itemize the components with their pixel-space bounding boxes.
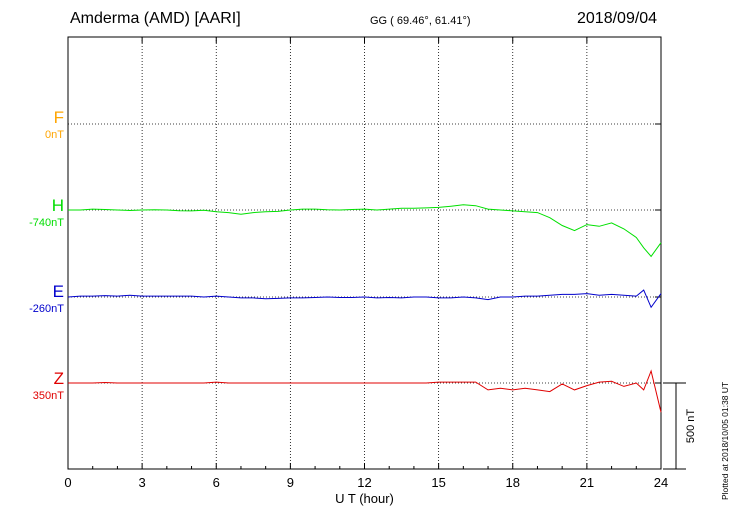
x-tick-label: 15 [431,475,445,490]
component-name: F [53,108,64,127]
scale-bar-label: 500 nT [685,409,697,444]
component-name: Z [53,369,64,388]
series-line-H [68,204,662,258]
station-title: Amderma (AMD) [AARI] [70,10,241,27]
x-tick-label: 3 [139,475,146,490]
x-tick-label: 0 [64,475,71,490]
x-tick-label: 6 [213,475,220,490]
plotted-timestamp: Plotted at 2018/10/05 01:38 UT [720,381,730,500]
component-name: E [52,282,64,301]
series-line-Z [68,369,662,413]
component-offset: 0nT [45,129,64,141]
plot-date: 2018/09/04 [577,10,658,27]
component-name: H [51,196,64,215]
component-offset: -740nT [29,217,64,229]
x-axis-label: U T (hour) [335,491,394,506]
x-tick-label: 18 [506,475,520,490]
x-tick-label: 21 [580,475,594,490]
x-tick-label: 12 [357,475,371,490]
component-offset: -260nT [29,303,64,315]
component-offset: 350nT [32,390,64,402]
x-tick-label: 9 [287,475,294,490]
series-line-E [67,289,662,309]
x-tick-label: 24 [654,475,668,490]
geographic-coords: GG ( 69.46°, 61.41°) [370,15,471,27]
component-label-H: H -740nT [8,196,64,229]
component-label-Z: Z 350nT [8,369,64,402]
component-label-F: F 0nT [8,108,64,141]
component-label-E: E -260nT [8,282,64,315]
